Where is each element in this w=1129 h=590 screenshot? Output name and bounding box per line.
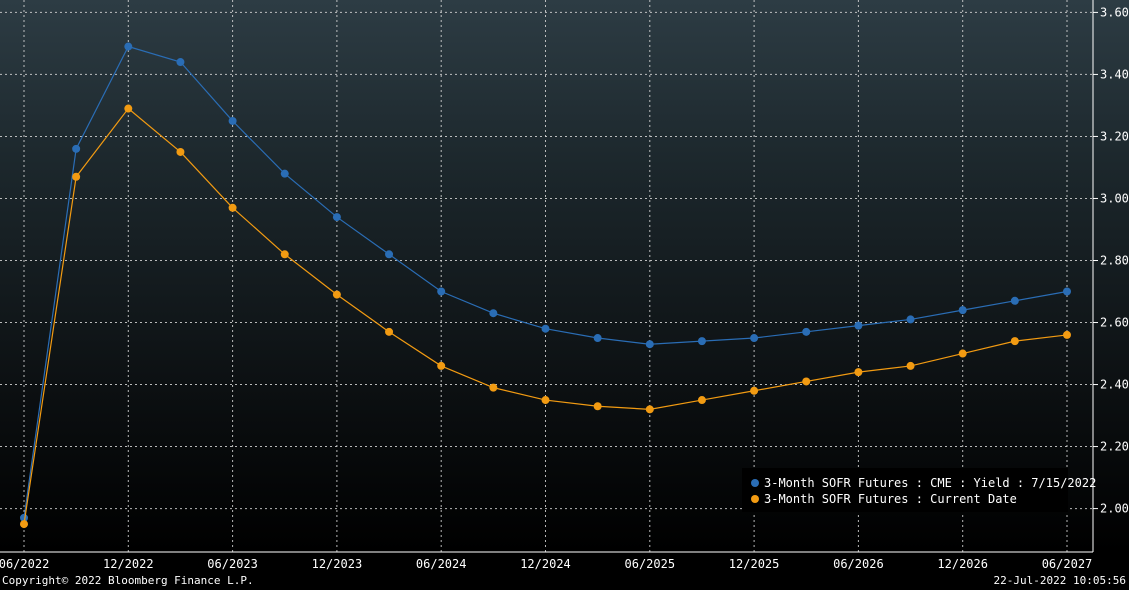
x-tick-label: 12/2023 xyxy=(312,557,363,571)
y-tick-label: 3.40 xyxy=(1100,67,1129,81)
data-point xyxy=(489,383,498,392)
timestamp-text: 22-Jul-2022 10:05:56 xyxy=(993,574,1126,587)
y-tick-label: 3.60 xyxy=(1100,5,1129,19)
series-0 xyxy=(20,42,1071,522)
y-tick-label: 2.00 xyxy=(1100,502,1129,516)
data-point xyxy=(20,513,28,522)
x-tick-label: 12/2025 xyxy=(729,557,780,571)
legend-marker xyxy=(751,495,759,503)
axes: 06/2022 12/2022 06/2023 12/2023 06/2024 12/20… xyxy=(0,0,1129,571)
data-point xyxy=(645,340,654,349)
copyright-text: Copyright© 2022 Bloomberg Finance L.P. xyxy=(2,574,254,587)
x-tick-label: 06/2023 xyxy=(207,557,258,571)
data-point xyxy=(489,309,498,318)
x-tick-label: 06/2022 xyxy=(0,557,49,571)
data-point xyxy=(228,203,237,212)
data-point xyxy=(750,386,759,395)
legend-label: 3-Month SOFR Futures : CME : Yield : 7/1… xyxy=(764,476,1096,490)
x-tick-label: 12/2026 xyxy=(937,557,988,571)
data-point xyxy=(958,349,967,358)
data-point xyxy=(437,361,446,370)
legend-marker xyxy=(751,479,759,487)
data-point xyxy=(280,169,289,178)
data-point xyxy=(802,377,811,386)
data-point xyxy=(72,172,81,181)
data-point xyxy=(385,250,394,259)
x-tick-label: 06/2027 xyxy=(1042,557,1093,571)
series-line xyxy=(23,45,1068,518)
y-tick-label: 2.20 xyxy=(1100,440,1129,454)
x-tick-label: 12/2024 xyxy=(520,557,571,571)
data-point xyxy=(697,337,706,346)
legend-label: 3-Month SOFR Futures : Current Date xyxy=(764,492,1017,506)
series xyxy=(20,42,1071,529)
data-point xyxy=(854,368,863,377)
data-point xyxy=(906,315,915,324)
data-point xyxy=(280,250,289,259)
legend: 3-Month SOFR Futures : CME : Yield : 7/1… xyxy=(742,468,1096,512)
data-point xyxy=(593,402,602,411)
data-point xyxy=(958,306,967,315)
x-tick-label: 06/2025 xyxy=(625,557,676,571)
y-tick-label: 2.80 xyxy=(1100,253,1129,267)
data-point xyxy=(72,144,81,153)
y-tick-label: 2.60 xyxy=(1100,316,1129,330)
data-point xyxy=(176,58,185,67)
data-point xyxy=(332,290,341,299)
y-tick-label: 2.40 xyxy=(1100,378,1129,392)
x-tick-label: 06/2026 xyxy=(833,557,884,571)
data-point xyxy=(20,520,28,529)
data-point xyxy=(697,396,706,405)
data-point xyxy=(645,405,654,414)
data-point xyxy=(541,396,550,405)
data-point xyxy=(1063,330,1071,339)
legend-box xyxy=(742,468,1068,512)
data-point xyxy=(124,42,133,51)
data-point xyxy=(124,104,133,113)
y-tick-label: 3.00 xyxy=(1100,191,1129,205)
data-point xyxy=(437,287,446,296)
data-point xyxy=(228,116,237,125)
data-point xyxy=(332,213,341,222)
sofr-futures-chart: 06/2022 12/2022 06/2023 12/2023 06/2024 12/20… xyxy=(0,0,1129,571)
data-point xyxy=(541,324,550,333)
data-point xyxy=(906,361,915,370)
data-point xyxy=(176,147,185,156)
data-point xyxy=(593,334,602,343)
x-tick-label: 12/2022 xyxy=(103,557,154,571)
plot-background xyxy=(0,0,1129,552)
data-point xyxy=(385,327,394,336)
data-point xyxy=(1063,287,1071,296)
data-point xyxy=(854,321,863,330)
data-point xyxy=(1010,337,1019,346)
x-tick-label: 06/2024 xyxy=(416,557,467,571)
y-tick-label: 3.20 xyxy=(1100,129,1129,143)
data-point xyxy=(1010,296,1019,305)
data-point xyxy=(802,327,811,336)
series-1 xyxy=(20,104,1071,529)
data-point xyxy=(750,334,759,343)
